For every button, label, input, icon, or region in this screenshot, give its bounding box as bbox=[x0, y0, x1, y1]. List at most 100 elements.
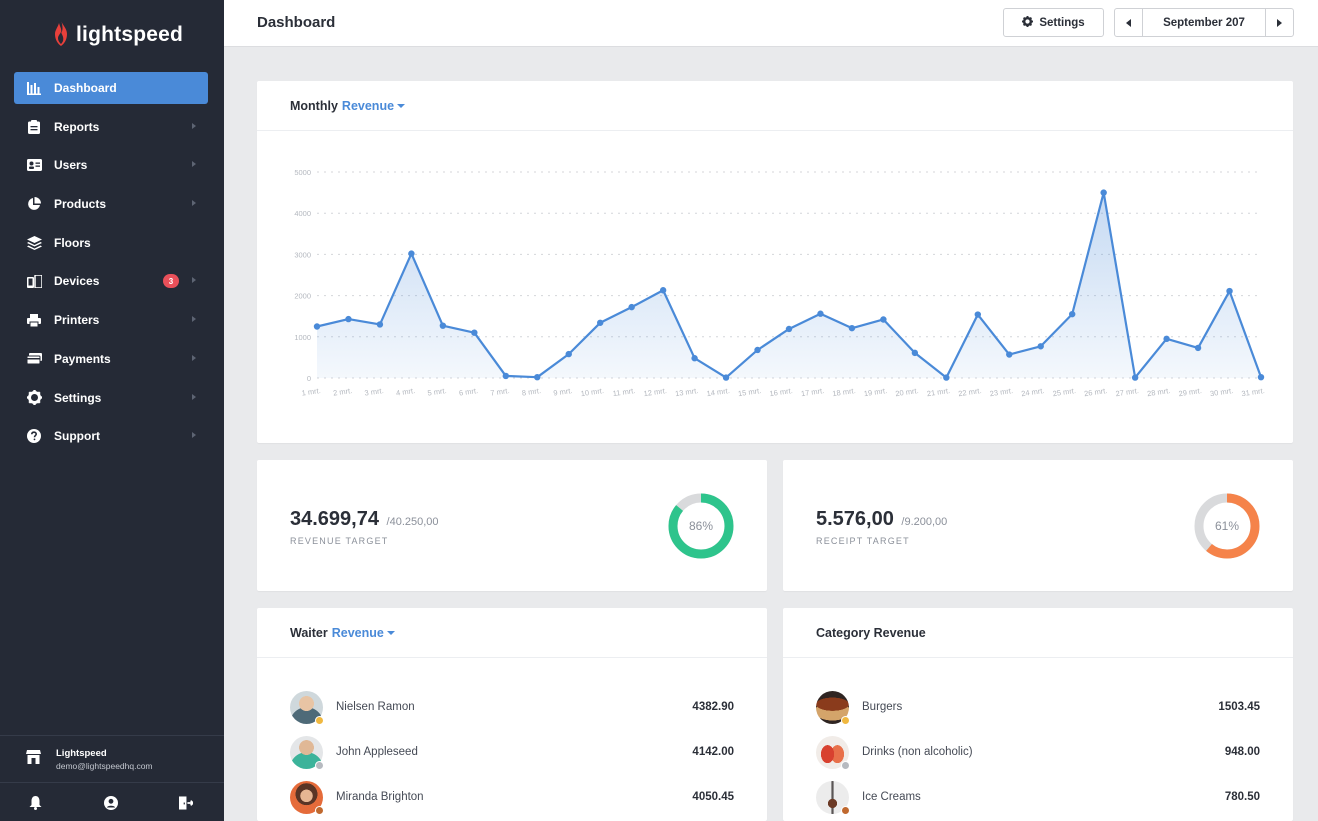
list-item[interactable]: Nielsen Ramon 4382.90 bbox=[290, 690, 734, 725]
waiter-name: Miranda Brighton bbox=[336, 791, 424, 803]
user-profile-icon[interactable] bbox=[104, 796, 118, 810]
x-tick-label: 18 mrt. bbox=[832, 386, 856, 398]
revenue-target-total: /40.250,00 bbox=[386, 516, 439, 528]
data-point bbox=[565, 350, 572, 358]
data-point bbox=[313, 323, 321, 330]
x-tick-label: 1 mrt. bbox=[301, 386, 321, 398]
waiter-revenue-value: 4050.45 bbox=[692, 791, 734, 803]
bell-icon[interactable] bbox=[28, 796, 42, 810]
data-point bbox=[502, 372, 509, 380]
chevron-left-icon bbox=[1126, 18, 1131, 27]
x-tick-label: 8 mrt. bbox=[521, 386, 541, 398]
revenue-progress-donut: 86% bbox=[668, 493, 734, 559]
data-point bbox=[943, 374, 950, 381]
previous-month-button[interactable] bbox=[1115, 9, 1143, 36]
data-point bbox=[471, 329, 478, 336]
next-month-button[interactable] bbox=[1265, 9, 1293, 36]
data-point bbox=[345, 315, 352, 323]
y-tick-label: 3000 bbox=[294, 250, 311, 259]
status-dot bbox=[315, 715, 324, 725]
data-point bbox=[911, 349, 919, 357]
sidebar: lightspeed Dashboard Reports Users bbox=[0, 0, 224, 821]
list-item[interactable]: Miranda Brighton 4050.45 bbox=[290, 780, 734, 815]
sidebar-item-support[interactable]: Support bbox=[14, 420, 208, 452]
id-card-icon bbox=[26, 157, 42, 173]
logout-icon[interactable] bbox=[179, 796, 193, 810]
revenue-target-card: 34.699,74 /40.250,00 REVENUE TARGET 86% bbox=[257, 460, 767, 591]
receipt-target-label: RECEIPT TARGET bbox=[816, 536, 910, 546]
waiter-metric-dropdown[interactable]: Revenue bbox=[332, 626, 395, 640]
x-tick-label: 5 mrt. bbox=[427, 386, 447, 398]
waiter-revenue-value: 4382.90 bbox=[692, 701, 734, 713]
printer-icon bbox=[26, 312, 42, 328]
waiter-revenue-header: Waiter Revenue bbox=[257, 608, 767, 658]
x-tick-label: 11 mrt. bbox=[612, 386, 636, 398]
sidebar-item-label: Printers bbox=[54, 313, 100, 328]
receipt-amount: 5.576,00 bbox=[816, 508, 894, 530]
category-revenue-value: 1503.45 bbox=[1218, 701, 1260, 713]
revenue-value: 34.699,74 /40.250,00 bbox=[290, 508, 439, 531]
sidebar-item-label: Products bbox=[54, 197, 107, 212]
data-point bbox=[754, 346, 761, 354]
data-point bbox=[1006, 351, 1013, 358]
sidebar-item-payments[interactable]: Payments bbox=[14, 343, 208, 375]
data-point bbox=[1257, 373, 1265, 381]
category-revenue-value: 780.50 bbox=[1224, 791, 1260, 803]
data-point bbox=[691, 355, 698, 362]
data-point bbox=[817, 310, 824, 317]
caret-down-icon bbox=[397, 103, 406, 108]
waiter-name: Nielsen Ramon bbox=[336, 701, 415, 713]
settings-button[interactable]: Settings bbox=[1003, 8, 1104, 37]
x-tick-label: 7 mrt. bbox=[490, 386, 510, 398]
data-point bbox=[848, 324, 856, 332]
x-tick-label: 30 mrt. bbox=[1209, 386, 1233, 398]
sidebar-item-label: Support bbox=[54, 429, 100, 444]
sidebar-item-reports[interactable]: Reports bbox=[14, 111, 208, 143]
x-tick-label: 25 mrt. bbox=[1052, 386, 1076, 398]
x-tick-label: 16 mrt. bbox=[769, 386, 793, 398]
waiter-revenue-value: 4142.00 bbox=[692, 746, 734, 758]
current-month-label[interactable]: September 207 bbox=[1163, 16, 1245, 29]
chevron-right-icon bbox=[192, 122, 196, 129]
list-item[interactable]: Ice Creams 780.50 bbox=[816, 780, 1260, 815]
x-tick-label: 15 mrt. bbox=[737, 386, 761, 398]
brand-logo[interactable]: lightspeed bbox=[52, 19, 183, 50]
sidebar-nav: Dashboard Reports Users Products bbox=[14, 72, 208, 459]
sidebar-item-devices[interactable]: Devices 3 bbox=[14, 265, 208, 297]
waiter-metric-label: Revenue bbox=[331, 625, 384, 640]
chevron-right-icon bbox=[192, 316, 196, 323]
x-tick-label: 23 mrt. bbox=[989, 386, 1013, 398]
category-revenue-card: Category Revenue Burgers 1503.45 Drinks … bbox=[783, 608, 1293, 821]
clipboard-icon bbox=[26, 119, 42, 135]
list-item[interactable]: Drinks (non alcoholic) 948.00 bbox=[816, 735, 1260, 770]
sidebar-item-label: Settings bbox=[54, 390, 102, 405]
data-point bbox=[376, 321, 384, 328]
data-point bbox=[659, 287, 667, 294]
list-item[interactable]: John Appleseed 4142.00 bbox=[290, 735, 734, 770]
category-revenue-header: Category Revenue bbox=[783, 608, 1293, 658]
revenue-progress-arc bbox=[668, 493, 734, 559]
list-item[interactable]: Burgers 1503.45 bbox=[816, 690, 1260, 725]
gear-icon bbox=[26, 390, 42, 406]
receipt-progress-arc bbox=[1194, 493, 1260, 559]
gear-icon bbox=[1022, 15, 1034, 30]
revenue-percent: 86% bbox=[689, 519, 713, 533]
category-title: Category Revenue bbox=[816, 625, 926, 640]
metric-dropdown-label: Revenue bbox=[341, 98, 395, 113]
status-dot bbox=[841, 760, 850, 770]
metric-dropdown[interactable]: Revenue bbox=[341, 98, 406, 113]
payments-icon bbox=[26, 351, 42, 367]
sidebar-item-users[interactable]: Users bbox=[14, 149, 208, 181]
sidebar-item-products[interactable]: Products bbox=[14, 188, 208, 220]
sidebar-item-floors[interactable]: Floors bbox=[14, 227, 208, 259]
data-point bbox=[974, 311, 981, 318]
sidebar-item-settings[interactable]: Settings bbox=[14, 382, 208, 414]
revenue-line-chart: 0 1000 2000 3000 4000 5000 1 mrt. 2 mrt. 3 mrt. 4… bbox=[294, 168, 1265, 398]
x-tick-label: 29 mrt. bbox=[1178, 386, 1202, 398]
avatar bbox=[290, 780, 324, 815]
revenue-amount: 34.699,74 bbox=[290, 508, 379, 530]
sidebar-item-dashboard[interactable]: Dashboard bbox=[14, 72, 208, 104]
chevron-right-icon bbox=[192, 161, 196, 168]
account-info[interactable]: Lightspeed demo@lightspeedhq.com bbox=[0, 735, 224, 783]
sidebar-item-printers[interactable]: Printers bbox=[14, 304, 208, 336]
